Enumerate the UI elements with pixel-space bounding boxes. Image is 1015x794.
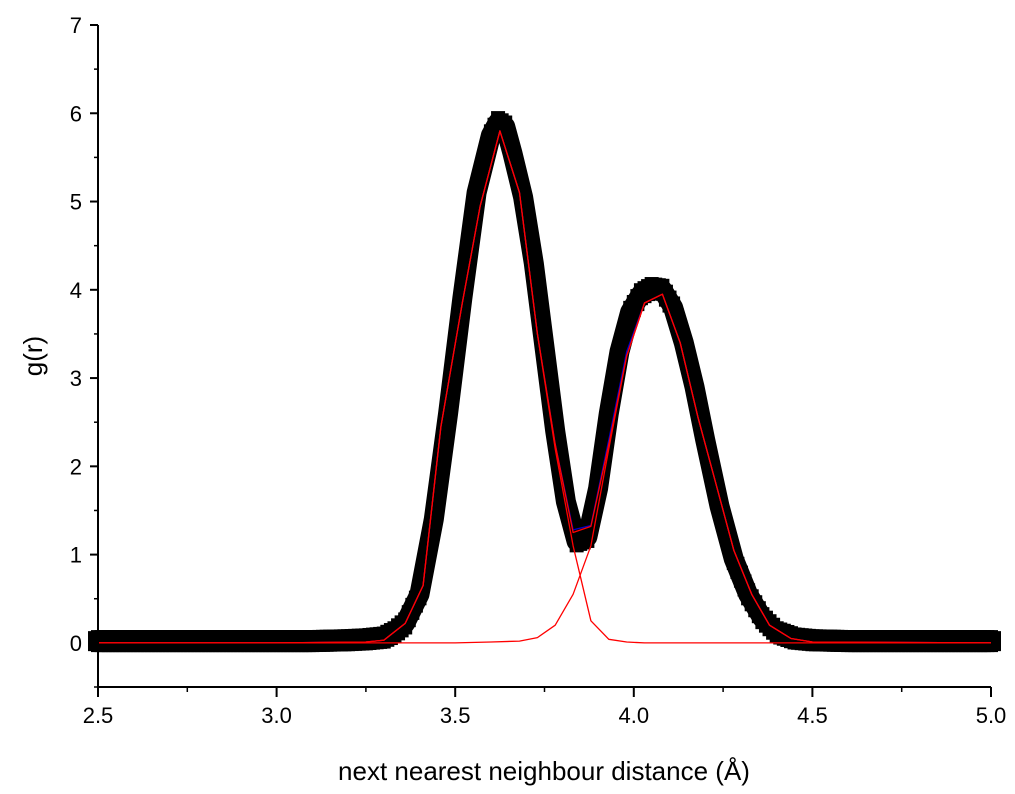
data-point xyxy=(548,420,563,443)
y-tick-label: 4 xyxy=(70,278,82,303)
data-point xyxy=(448,345,463,367)
x-tick-label: 3.0 xyxy=(261,703,292,728)
x-tick-label: 4.0 xyxy=(619,703,650,728)
fit-line xyxy=(98,130,992,644)
data-point xyxy=(426,508,441,531)
x-axis-title: next nearest neighbour distance (Å) xyxy=(338,756,750,786)
series-layer xyxy=(88,111,1001,653)
y-tick-label: 0 xyxy=(70,631,82,656)
y-tick-label: 7 xyxy=(70,13,82,38)
data-point xyxy=(526,252,541,275)
data-point xyxy=(416,564,431,587)
y-tick-label: 2 xyxy=(70,454,82,479)
y-axis-title: g(r) xyxy=(18,336,48,376)
data-point xyxy=(533,308,548,331)
data-point xyxy=(984,630,998,653)
x-tick-label: 5.0 xyxy=(976,703,1007,728)
y-tick-label: 5 xyxy=(70,190,82,215)
data-point xyxy=(608,361,623,384)
data-point xyxy=(444,373,459,396)
x-tick-label: 2.5 xyxy=(83,703,114,728)
data-point xyxy=(451,316,466,339)
data-point xyxy=(455,287,470,310)
data-point xyxy=(437,428,452,451)
y-tick-label: 6 xyxy=(70,101,82,126)
data-point xyxy=(423,527,438,550)
x-tick-label: 3.5 xyxy=(440,703,471,728)
x-tick-label: 4.5 xyxy=(797,703,828,728)
y-tick-label: 1 xyxy=(70,543,82,568)
data-point xyxy=(530,280,545,303)
data-point xyxy=(691,393,706,416)
y-tick-label: 3 xyxy=(70,366,82,391)
data-point xyxy=(687,375,702,398)
ticks-layer: 2.5 3.0 3.5 4.0 4.5 5.0 0 1 2 3 4 5 6 7 xyxy=(70,13,1007,728)
data-point xyxy=(605,381,620,404)
data-point xyxy=(601,402,616,425)
data-point xyxy=(462,234,477,257)
data-point xyxy=(698,428,713,451)
